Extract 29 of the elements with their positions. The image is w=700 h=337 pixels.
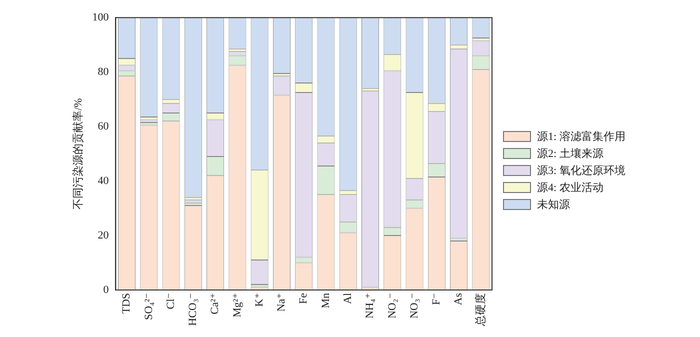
x-tick-label: Na⁺: [276, 292, 288, 312]
legend-label: 源1: 溶滤富集作用: [537, 130, 626, 144]
x-tick-label: NO₃⁻: [408, 292, 420, 319]
x-tick-label: Fe: [298, 292, 310, 304]
y-tick-label: 60: [98, 120, 110, 132]
x-tick-label: K⁺: [253, 292, 266, 307]
x-tick-label: Ca²⁺: [209, 292, 222, 314]
x-tick-label: As: [452, 293, 465, 306]
x-tick-label: Mg²⁺: [231, 292, 244, 318]
x-tick-label: TDS: [120, 293, 133, 314]
y-tick-label: 80: [98, 66, 110, 78]
x-tick-label: SO₄²⁻: [142, 292, 155, 320]
legend-label: 源3: 氧化还原环境: [537, 164, 626, 178]
x-tick-label: F⁻: [430, 292, 443, 305]
x-tick-label: NH₄⁺: [364, 292, 376, 319]
x-tick-label: 总硬度: [474, 293, 487, 327]
x-tick-label: Mn: [320, 292, 332, 308]
y-tick-label: 40: [98, 174, 110, 187]
legend-label: 源4: 农业活动: [537, 181, 604, 195]
y-tick-label: 0: [103, 284, 110, 296]
x-tick-label: NO₂⁻: [386, 292, 398, 319]
legend-label: 源2: 土壤来源: [537, 146, 604, 161]
y-axis-title: 不同污染源的贡献率/%: [71, 98, 84, 210]
x-tick-label: Cl⁻: [164, 292, 177, 310]
legend-label: 未知源: [537, 198, 570, 212]
y-tick-label: 20: [98, 229, 110, 242]
x-tick-label: HCO₃⁻: [187, 292, 200, 326]
x-tick-label: Al: [342, 293, 354, 304]
y-tick-label: 100: [92, 11, 110, 24]
